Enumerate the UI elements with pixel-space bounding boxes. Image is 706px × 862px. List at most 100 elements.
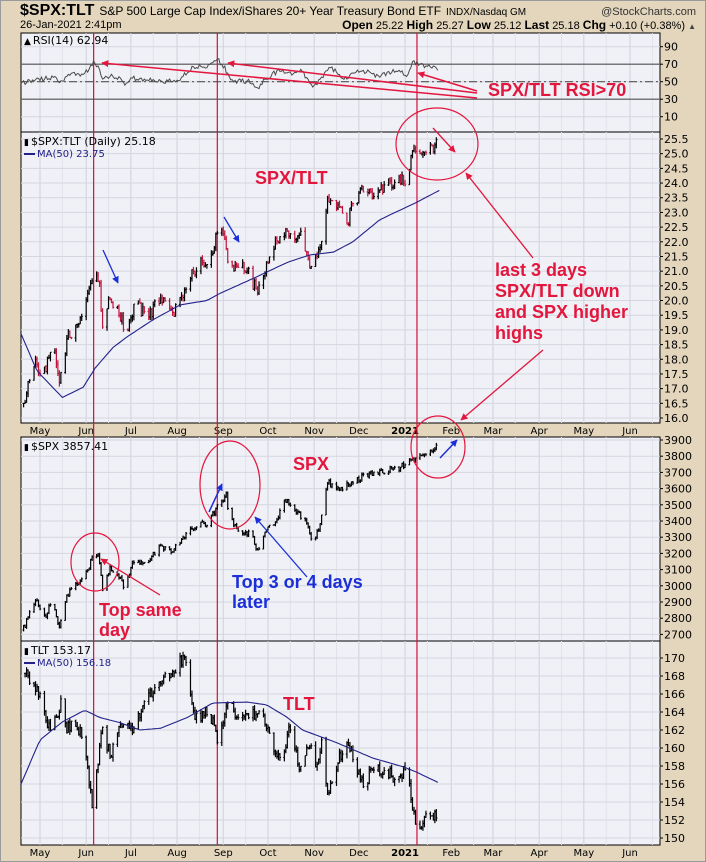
tlt-legend-text: TLT 153.17: [30, 644, 91, 657]
month-label: 2021: [391, 426, 419, 437]
y-tick-label: 160: [664, 742, 685, 755]
rsi-arrow-1: [101, 60, 478, 99]
top-later-note: Top 3 or 4 days later: [232, 572, 363, 612]
spx-legend: ▮ $SPX 3857.41: [24, 440, 108, 453]
y-tick-label: 156: [664, 778, 685, 791]
month-label: Feb: [442, 848, 460, 859]
ratio-highlight-circle: [395, 107, 479, 181]
y-tick-label: 19.5: [664, 309, 689, 322]
y-tick-label: 17.0: [664, 383, 689, 396]
y-tick-label: 3800: [664, 450, 692, 463]
y-tick-label: 19.0: [664, 324, 689, 337]
month-label: 2021: [391, 848, 419, 859]
header-title-row: $SPX:TLT S&P 500 Large Cap Index/iShares…: [20, 2, 696, 20]
ratio-june-arrow: [102, 249, 119, 284]
quote-date: 26-Jan-2021 2:41pm: [20, 19, 122, 31]
y-tick-label: 30: [664, 93, 678, 106]
y-tick-label: 90: [664, 41, 678, 54]
month-label: Nov: [304, 848, 324, 859]
note-line: highs: [495, 323, 543, 343]
month-label: Feb: [442, 426, 460, 437]
month-label: Mar: [484, 426, 504, 437]
tlt-ma-legend: MA(50) 156.18: [24, 658, 111, 669]
spx-legend-text: $SPX 3857.41: [30, 440, 109, 453]
tlt-panel: [20, 640, 661, 846]
y-tick-label: 3300: [664, 531, 692, 544]
low-label: Low: [466, 18, 491, 32]
y-tick-label: 170: [664, 652, 685, 665]
line-chart-icon: ▲: [24, 37, 31, 47]
y-tick-label: 150: [664, 832, 685, 845]
y-tick-label: 3600: [664, 483, 692, 496]
note-line: Top 3 or 4 days: [232, 572, 363, 592]
spx-title-annotation: SPX: [293, 454, 330, 474]
bar-chart-icon: ▮: [24, 138, 29, 148]
y-tick-label: 23.0: [664, 206, 689, 219]
note-arrow-up: [465, 172, 534, 259]
rsi-note: SPX/TLT RSI>70: [488, 80, 627, 100]
note-arrow-down: [460, 349, 544, 421]
ratio-title-annotation: SPX/TLT: [255, 168, 328, 188]
y-tick-label: 70: [664, 58, 678, 71]
y-tick-label: 2800: [664, 612, 692, 625]
ratio-ma-legend-text: MA(50) 23.75: [37, 149, 105, 160]
month-label: May: [30, 848, 51, 859]
y-tick-label: 154: [664, 796, 685, 809]
y-tick-label: 16.0: [664, 412, 689, 425]
rsi-line: [20, 58, 439, 90]
rsi-arrow-2: [227, 60, 478, 94]
y-tick-label: 10: [664, 111, 678, 124]
ratio-legend: ▮ $SPX:TLT (Daily) 25.18: [24, 135, 156, 148]
month-label: Jul: [124, 848, 137, 859]
tlt-ma-legend-text: MA(50) 156.18: [37, 658, 112, 669]
watermark: @StockCharts.com: [601, 6, 696, 18]
top-same-day-note: Top same day: [99, 600, 182, 640]
y-tick-label: 152: [664, 814, 685, 827]
ma-line-swatch: [24, 153, 35, 155]
later-top-arrow: [254, 516, 308, 578]
rsi-legend: ▲ RSI(14) 62.94: [24, 34, 108, 47]
ohlc-summary: Open 25.22 High 25.27 Low 25.12 Last 25.…: [342, 18, 696, 32]
bar-chart-icon: ▮: [24, 443, 29, 453]
last-label: Last: [524, 18, 550, 32]
y-tick-label: 3200: [664, 547, 692, 560]
high-label: High: [406, 18, 434, 32]
spx-highlight-circle: [410, 415, 466, 479]
open-value: 25.22: [375, 20, 404, 32]
y-tick-label: 23.5: [664, 192, 689, 205]
month-label: Apr: [530, 848, 548, 859]
symbol-description: S&P 500 Large Cap Index/iShares 20+ Year…: [99, 4, 442, 18]
y-tick-label: 2700: [664, 628, 692, 641]
y-tick-label: 21.5: [664, 250, 689, 263]
y-tick-label: 2900: [664, 596, 692, 609]
month-label: May: [574, 426, 595, 437]
last-value: 25.18: [552, 20, 580, 32]
note-line: SPX/TLT down: [495, 281, 620, 301]
triangle-up-icon: ▲: [688, 22, 696, 31]
note-line: later: [232, 592, 271, 612]
tlt-legend: ▮ TLT 153.17: [24, 644, 91, 657]
y-tick-label: 3900: [664, 434, 692, 447]
month-label: Jul: [124, 426, 137, 437]
month-label: Sep: [214, 426, 233, 437]
month-label: Apr: [530, 426, 548, 437]
month-label: Jun: [77, 848, 94, 859]
month-label: Aug: [167, 848, 187, 859]
month-label: Mar: [484, 848, 504, 859]
month-label: Aug: [167, 426, 187, 437]
y-tick-label: 24.0: [664, 177, 689, 190]
y-tick-label: 50: [664, 76, 678, 89]
spx-panel: [20, 436, 661, 642]
y-tick-label: 166: [664, 688, 685, 701]
month-label: Nov: [304, 426, 324, 437]
y-tick-label: 18.5: [664, 339, 689, 352]
y-tick-label: 3700: [664, 466, 692, 479]
month-label: Jun: [621, 426, 638, 437]
exchange-label: INDX/Nasdaq GM: [446, 7, 527, 18]
note-line: day: [99, 620, 131, 640]
month-label: May: [30, 426, 51, 437]
note-line: and SPX higher: [495, 302, 629, 322]
y-tick-label: 25.0: [664, 148, 689, 161]
y-tick-label: 168: [664, 670, 685, 683]
